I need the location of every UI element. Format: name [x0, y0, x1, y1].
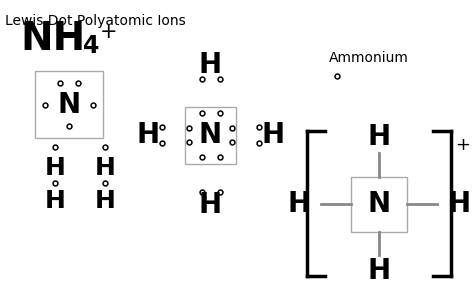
- Text: N: N: [199, 121, 222, 149]
- Text: H: H: [368, 123, 391, 151]
- Text: H: H: [262, 121, 285, 149]
- Text: 4: 4: [83, 33, 99, 58]
- Text: H: H: [288, 190, 311, 218]
- Text: N: N: [368, 190, 391, 218]
- Bar: [35, 71, 103, 138]
- Text: H: H: [368, 257, 391, 285]
- Bar: [351, 177, 407, 232]
- Text: H: H: [136, 121, 159, 149]
- Text: H: H: [199, 51, 222, 79]
- Text: H: H: [45, 189, 65, 213]
- Text: N: N: [57, 90, 81, 119]
- Text: Lewis Dot Polyatomic Ions: Lewis Dot Polyatomic Ions: [5, 14, 186, 28]
- Text: +: +: [100, 22, 118, 42]
- Text: Ammonium: Ammonium: [329, 51, 409, 65]
- Text: H: H: [45, 156, 65, 180]
- Text: H: H: [94, 189, 115, 213]
- Text: +: +: [455, 136, 470, 154]
- Text: H: H: [447, 190, 471, 218]
- Text: H: H: [199, 191, 222, 219]
- Text: H: H: [94, 156, 115, 180]
- Bar: [184, 107, 237, 164]
- Text: NH: NH: [20, 20, 85, 58]
